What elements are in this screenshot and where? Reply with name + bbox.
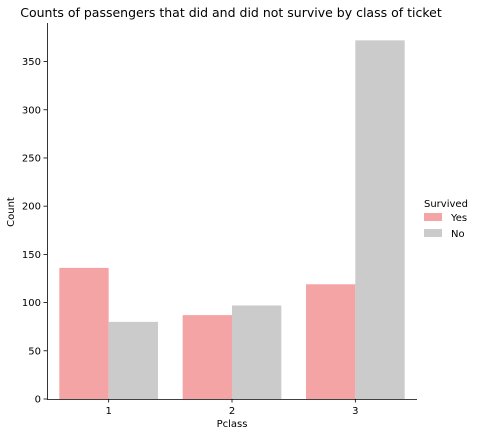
x-axis-label: Pclass xyxy=(217,419,248,430)
y-tick-label: 350 xyxy=(22,57,41,68)
legend-title: Survived xyxy=(424,199,468,210)
legend-swatch-yes xyxy=(424,213,442,221)
y-axis-ticks: 0 50 100 150 200 250 300 350 xyxy=(22,57,47,406)
legend-label-no: No xyxy=(451,229,465,240)
x-tick-label: 1 xyxy=(105,406,111,417)
bar-no-class-1 xyxy=(108,321,158,399)
y-axis-label: Count xyxy=(6,197,17,227)
y-tick-label: 250 xyxy=(22,153,41,164)
plot-area xyxy=(59,40,405,399)
legend-swatch-no xyxy=(424,229,442,237)
bar-yes-class-1 xyxy=(59,267,109,399)
x-tick-label: 2 xyxy=(229,406,235,417)
y-tick-label: 0 xyxy=(35,395,41,406)
x-axis-ticks: 1 2 3 xyxy=(105,399,359,417)
bar-yes-class-3 xyxy=(306,284,356,399)
y-tick-label: 50 xyxy=(28,346,41,357)
chart-title: Counts of passengers that did and did no… xyxy=(20,5,442,20)
x-tick-label: 3 xyxy=(352,406,358,417)
y-tick-label: 200 xyxy=(22,202,41,213)
legend-label-yes: Yes xyxy=(450,213,467,224)
bar-no-class-2 xyxy=(232,305,282,399)
y-tick-label: 150 xyxy=(22,250,41,261)
legend-items: Yes No xyxy=(424,213,467,240)
bar-no-class-3 xyxy=(355,40,405,399)
legend: Survived Yes No xyxy=(424,199,468,240)
y-tick-label: 100 xyxy=(22,298,41,309)
y-tick-label: 300 xyxy=(22,105,41,116)
bar-yes-class-2 xyxy=(182,315,232,399)
